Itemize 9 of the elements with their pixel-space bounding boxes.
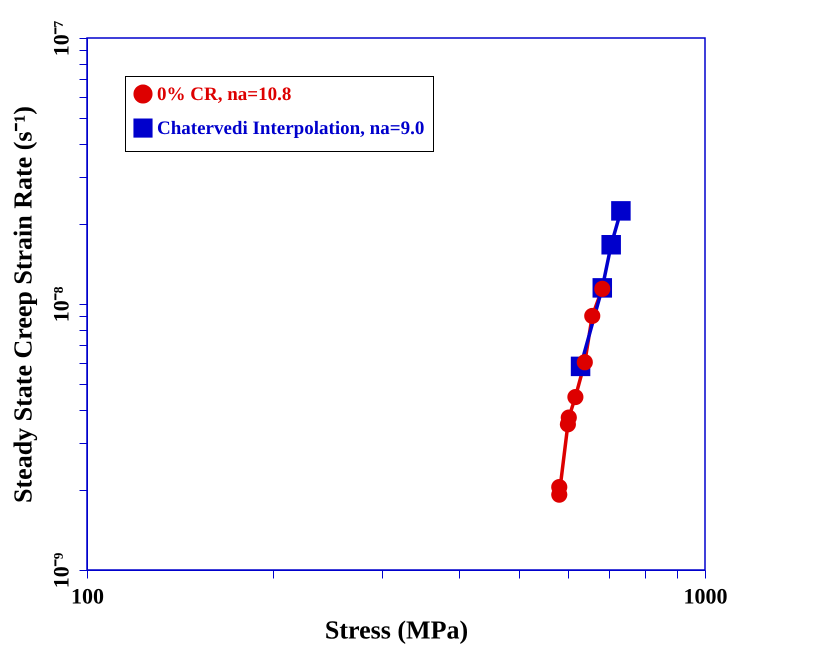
y-tick-label: 10⁻⁸ bbox=[48, 286, 74, 322]
y-tick-label: 10⁻⁷ bbox=[48, 20, 74, 56]
legend-label: Chatervedi Interpolation, na=9.0 bbox=[157, 118, 424, 139]
x-axis-title: Stress (MPa) bbox=[324, 616, 468, 644]
x-tick-label: 1000 bbox=[684, 584, 728, 608]
x-tick-label: 100 bbox=[71, 584, 104, 608]
legend-label: 0% CR, na=10.8 bbox=[157, 84, 292, 105]
y-axis-title: Steady State Creep Strain Rate (s⁻¹) bbox=[8, 106, 38, 503]
y-tick-label: 10⁻⁹ bbox=[48, 552, 74, 588]
